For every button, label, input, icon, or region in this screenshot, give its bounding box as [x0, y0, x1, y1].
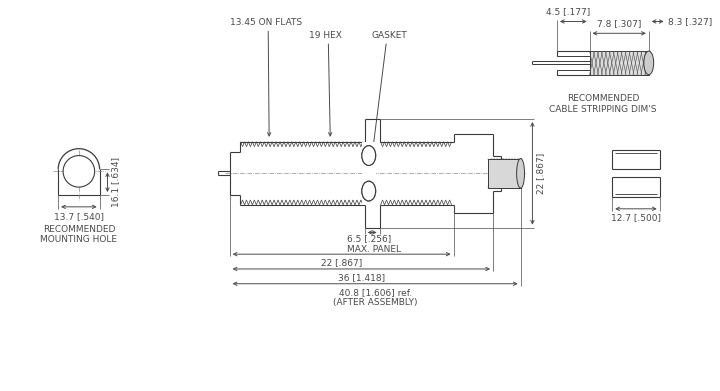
Ellipse shape: [362, 146, 376, 165]
Text: 13.7 [.540]: 13.7 [.540]: [54, 212, 104, 221]
Text: 8.3 [.327]: 8.3 [.327]: [668, 17, 713, 26]
Text: RECOMMENDED
CABLE STRIPPING DIM'S: RECOMMENDED CABLE STRIPPING DIM'S: [549, 95, 657, 114]
Text: 22 [.867]: 22 [.867]: [321, 258, 362, 267]
Text: 16.1 [.634]: 16.1 [.634]: [112, 157, 120, 207]
Ellipse shape: [362, 181, 376, 201]
Bar: [362, 142, 376, 205]
Text: GASKET: GASKET: [372, 31, 408, 40]
Text: 4.5 [.177]: 4.5 [.177]: [546, 7, 590, 16]
Bar: [590, 51, 649, 75]
Text: 19 HEX: 19 HEX: [309, 31, 342, 40]
Text: 6.5 [.256]
MAX. PANEL: 6.5 [.256] MAX. PANEL: [347, 235, 401, 254]
Ellipse shape: [517, 158, 525, 188]
Ellipse shape: [362, 146, 376, 165]
Text: 13.45 ON FLATS: 13.45 ON FLATS: [230, 18, 302, 27]
Text: 12.7 [.500]: 12.7 [.500]: [611, 213, 661, 222]
Text: 22 [.867]: 22 [.867]: [536, 153, 545, 194]
Text: 40.8 [1.606] ref.
(AFTER ASSEMBLY): 40.8 [1.606] ref. (AFTER ASSEMBLY): [333, 288, 418, 307]
Circle shape: [63, 156, 94, 187]
Text: RECOMMENDED
MOUNTING HOLE: RECOMMENDED MOUNTING HOLE: [40, 224, 117, 244]
Bar: [488, 158, 521, 188]
Text: 36 [1.418]: 36 [1.418]: [338, 273, 385, 282]
Text: 7.8 [.307]: 7.8 [.307]: [597, 20, 642, 29]
Ellipse shape: [644, 51, 654, 75]
Ellipse shape: [362, 181, 376, 201]
